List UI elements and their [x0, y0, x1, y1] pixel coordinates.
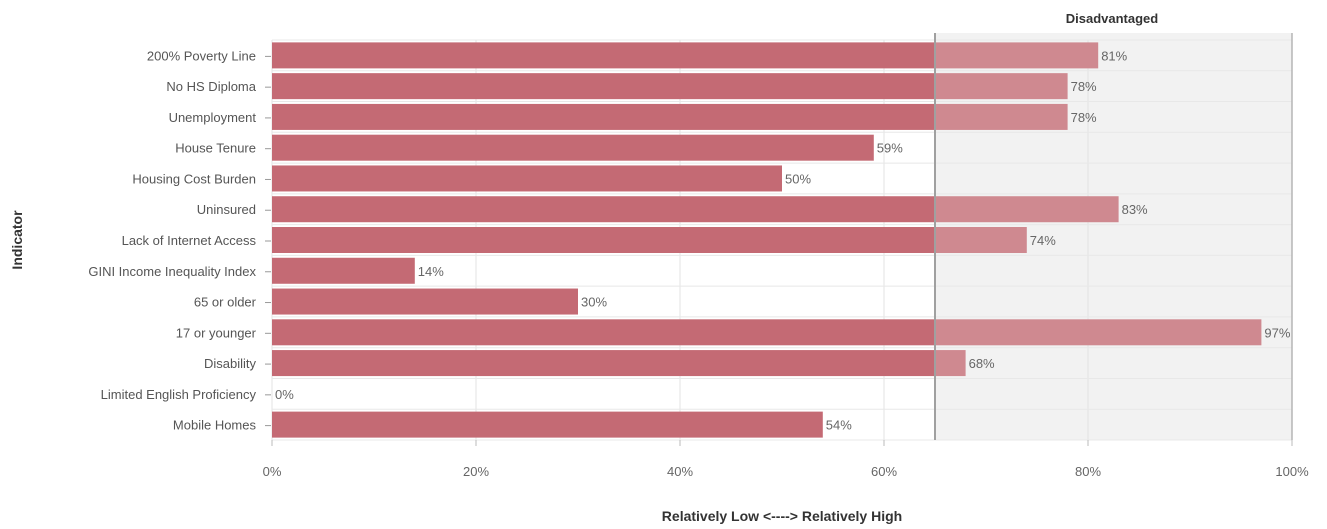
x-tick-label: 20%: [463, 464, 489, 479]
y-axis-title: Indicator: [9, 210, 25, 270]
bar-value-label: 78%: [1071, 110, 1097, 125]
x-tick-label: 80%: [1075, 464, 1101, 479]
bar: [272, 350, 935, 376]
x-tick-label: 100%: [1275, 464, 1309, 479]
category-label: 65 or older: [194, 295, 257, 310]
category-label: 17 or younger: [176, 325, 257, 340]
bar-value-label: 30%: [581, 295, 607, 310]
category-label: Unemployment: [169, 110, 257, 125]
category-label: Uninsured: [197, 202, 256, 217]
bar-region-segment: [935, 104, 1068, 130]
bar-region-segment: [935, 350, 966, 376]
bar-value-label: 97%: [1264, 325, 1290, 340]
bar-value-label: 59%: [877, 141, 903, 156]
bar: [272, 319, 935, 345]
bar-value-label: 81%: [1101, 48, 1127, 63]
bar-value-label: 74%: [1030, 233, 1056, 248]
x-tick-label: 40%: [667, 464, 693, 479]
bar: [272, 258, 415, 284]
bar-value-label: 83%: [1122, 202, 1148, 217]
bar: [272, 73, 935, 99]
category-label: Mobile Homes: [173, 418, 257, 433]
x-axis-title: Relatively Low <----> Relatively High: [662, 508, 902, 524]
bar: [272, 42, 935, 68]
bar: [272, 289, 578, 315]
bar: [272, 196, 935, 222]
bar-region-segment: [935, 73, 1068, 99]
bar-value-label: 0%: [275, 387, 294, 402]
x-tick-label: 0%: [263, 464, 282, 479]
category-label: House Tenure: [175, 141, 256, 156]
category-label: 200% Poverty Line: [147, 48, 256, 63]
bar-region-segment: [935, 42, 1098, 68]
bar: [272, 135, 874, 161]
bar-region-segment: [935, 319, 1261, 345]
bar: [272, 165, 782, 191]
bar-value-label: 78%: [1071, 79, 1097, 94]
x-tick-label: 60%: [871, 464, 897, 479]
bar: [272, 104, 935, 130]
bar-region-segment: [935, 227, 1027, 253]
category-label: No HS Diploma: [166, 79, 256, 94]
bar-value-label: 14%: [418, 264, 444, 279]
bar: [272, 412, 823, 438]
category-label: Housing Cost Burden: [132, 171, 256, 186]
bar-value-label: 54%: [826, 418, 852, 433]
bar-region-segment: [935, 196, 1119, 222]
bar-value-label: 50%: [785, 171, 811, 186]
bar-value-label: 68%: [969, 356, 995, 371]
category-label: GINI Income Inequality Index: [88, 264, 256, 279]
bar: [272, 227, 935, 253]
category-label: Lack of Internet Access: [122, 233, 257, 248]
category-label: Disability: [204, 356, 257, 371]
region-title: Disadvantaged: [1066, 11, 1159, 26]
category-label: Limited English Proficiency: [101, 387, 257, 402]
